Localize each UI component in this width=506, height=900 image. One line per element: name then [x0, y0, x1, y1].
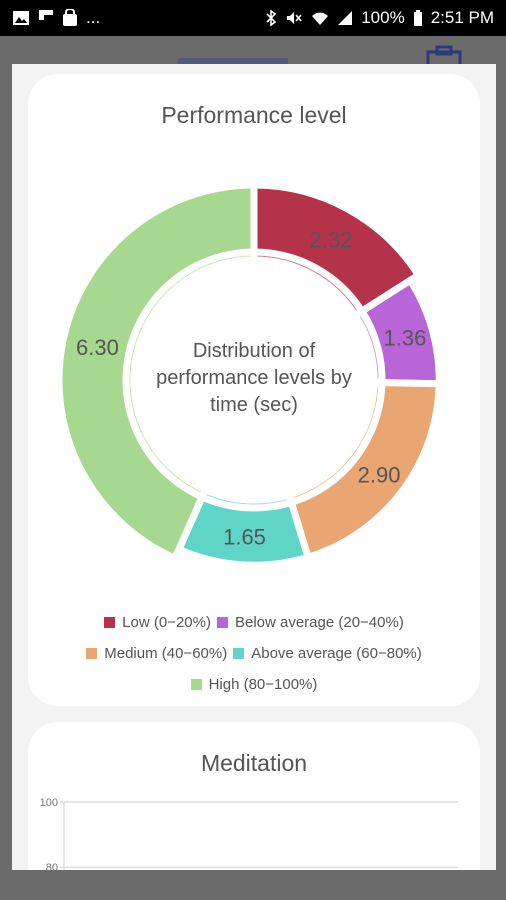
mute-icon — [285, 9, 303, 27]
legend-swatch-below-average — [216, 617, 228, 628]
meditation-line-chart: 1008060 — [40, 797, 458, 870]
donut-legend: Low (0−20%) Below average (20−40%) Mediu… — [28, 614, 480, 707]
shopping-bag-icon — [62, 9, 78, 27]
y-tick-label-80: 80 — [46, 862, 58, 870]
donut-value-label-medium: 2.90 — [358, 463, 401, 488]
legend-label-low: Low (0−20%) — [122, 614, 211, 631]
donut-slice-inner-band-high — [122, 248, 258, 502]
legend-item-below-average: Below average (20−40%) — [216, 614, 404, 631]
wifi-icon — [311, 9, 329, 27]
legend-item-above-average: Above average (60−80%) — [233, 645, 422, 662]
stats-dialog[interactable]: Performance level 2.32 1.36 2.90 1.65 6.30 D… — [12, 64, 496, 870]
legend-item-low: Low (0−20%) — [104, 614, 211, 631]
meditation-title: Meditation — [200, 750, 308, 776]
y-tick-label-100: 100 — [40, 797, 58, 809]
legend-label-medium: Medium (40−60%) — [104, 645, 228, 662]
donut-center-line-2: performance levels by — [156, 367, 352, 389]
legend-swatch-above-average — [233, 648, 245, 659]
battery-icon — [413, 9, 423, 27]
donut-value-label-low: 2.32 — [310, 228, 353, 253]
legend-label-below-average: Below average (20−40%) — [234, 614, 404, 631]
legend-swatch-high — [190, 679, 202, 690]
signal-icon — [337, 9, 353, 27]
donut-value-label-below-average: 1.36 — [384, 326, 427, 351]
clock: 2:51 PM — [430, 8, 494, 27]
donut-value-label-high: 6.30 — [76, 335, 119, 360]
donut-value-label-above-average: 1.65 — [223, 525, 266, 550]
battery-percent: 100% — [361, 8, 405, 27]
performance-title: Performance level — [161, 102, 347, 128]
performance-donut-chart: 2.32 1.36 2.90 1.65 6.30 Distribution of per… — [55, 181, 443, 569]
donut-center-line-3: time (sec) — [210, 394, 298, 416]
legend-label-high: High (80−100%) — [208, 676, 318, 693]
legend-swatch-medium — [86, 648, 98, 659]
bluetooth-icon — [265, 9, 277, 27]
legend-item-medium: Medium (40−60%) — [86, 645, 227, 662]
legend-swatch-low — [104, 617, 116, 628]
flipboard-icon — [38, 9, 54, 27]
legend-label-above-average: Above average (60−80%) — [251, 645, 422, 662]
image-icon — [12, 9, 30, 27]
donut-slice-inner-band-above-average — [197, 485, 296, 512]
performance-card: Performance level 2.32 1.36 2.90 1.65 6.30 D… — [28, 74, 480, 706]
status-more: ... — [86, 8, 101, 27]
donut-center-line-1: Distribution of — [193, 340, 316, 362]
background-app-title — [178, 58, 288, 68]
status-bar: ... 100% 2:51 PM — [0, 0, 506, 36]
meditation-card: Meditation 1008060 — [28, 722, 480, 870]
legend-item-high: High (80−100%) — [190, 676, 318, 693]
